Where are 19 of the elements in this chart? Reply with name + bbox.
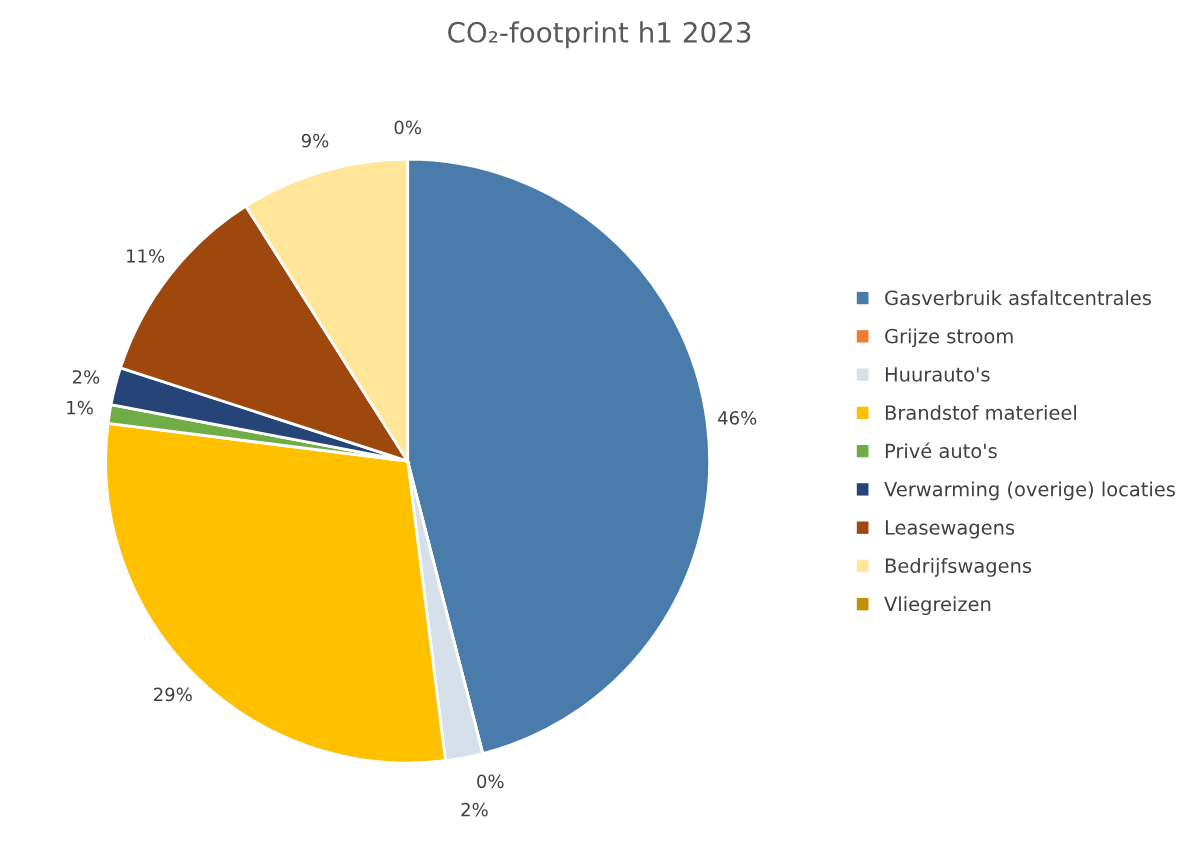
legend-label: Grijze stroom bbox=[885, 328, 1013, 348]
legend-label: Vliegreizen bbox=[884, 596, 991, 616]
text: 0% bbox=[394, 120, 421, 135]
data-label: 2% bbox=[72, 370, 100, 384]
data-label: 1% bbox=[67, 400, 93, 415]
text: 0% bbox=[477, 774, 504, 789]
data-label: 46% bbox=[718, 411, 757, 425]
chart-title: CO₂-footprint h1 2023 bbox=[448, 21, 751, 49]
data-label: 29% bbox=[154, 687, 192, 702]
legend-label: Brandstof materieel bbox=[885, 404, 1076, 420]
legend-label: Gasverbruik asfaltcentrales bbox=[885, 290, 1151, 306]
data-label: 2% bbox=[461, 802, 488, 817]
legend-label: Privé auto's bbox=[885, 442, 997, 459]
legend-label: Verwarming (overige) locaties bbox=[884, 481, 1175, 501]
data-label: 11% bbox=[127, 249, 165, 263]
data-label: 9% bbox=[301, 133, 329, 148]
legend-label: Huurauto's bbox=[885, 367, 990, 382]
legend-label: Leasewagens bbox=[885, 520, 1015, 539]
legend-label: Bedrijfswagens bbox=[885, 558, 1032, 577]
